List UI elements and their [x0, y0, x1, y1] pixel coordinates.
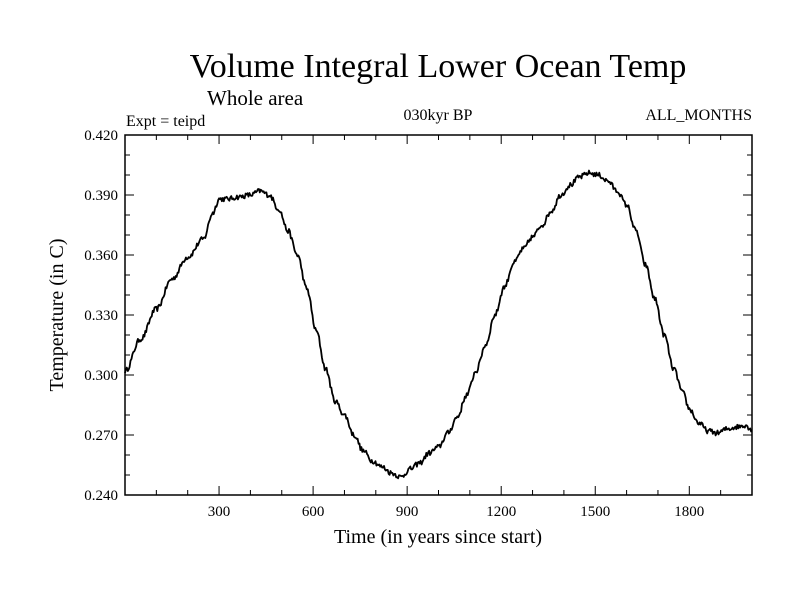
- axis-ticks: 300 600 900 1200 1500 1800 0.240 0.270 0.300 0.33…: [84, 128, 752, 520]
- y-tick-label: 0.330: [84, 308, 118, 324]
- y-tick-label: 0.420: [84, 128, 118, 144]
- y-tick-label: 0.240: [84, 488, 118, 504]
- y-tick-label: 0.300: [84, 368, 118, 384]
- x-axis-label: Time (in years since start): [334, 526, 542, 548]
- series-line: [124, 169, 753, 480]
- x-tick-label: 300: [208, 504, 231, 520]
- experiment-label: Expt = teipd: [126, 113, 205, 130]
- period-label: 030kyr BP: [404, 107, 473, 124]
- chart-subtitle: Whole area: [207, 86, 304, 110]
- x-tick-label: 1200: [486, 504, 516, 520]
- y-tick-label: 0.270: [84, 428, 118, 444]
- y-axis-label: Temperature (in C): [46, 239, 68, 392]
- plot-frame: [124, 134, 753, 496]
- x-tick-label: 600: [302, 504, 325, 520]
- x-tick-label: 1500: [580, 504, 610, 520]
- months-label: ALL_MONTHS: [645, 107, 752, 124]
- chart-title: Volume Integral Lower Ocean Temp: [190, 48, 687, 85]
- y-tick-label: 0.390: [84, 188, 118, 204]
- x-tick-label: 1800: [674, 504, 704, 520]
- x-tick-label: 900: [396, 504, 419, 520]
- y-tick-label: 0.360: [84, 248, 118, 264]
- series-layer: [124, 169, 753, 480]
